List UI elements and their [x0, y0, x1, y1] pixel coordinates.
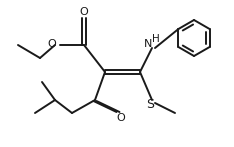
Text: O: O [47, 39, 56, 49]
Text: O: O [80, 7, 88, 17]
Text: S: S [146, 98, 154, 112]
Text: O: O [117, 113, 125, 123]
Text: N: N [144, 39, 152, 49]
Text: H: H [152, 34, 160, 44]
